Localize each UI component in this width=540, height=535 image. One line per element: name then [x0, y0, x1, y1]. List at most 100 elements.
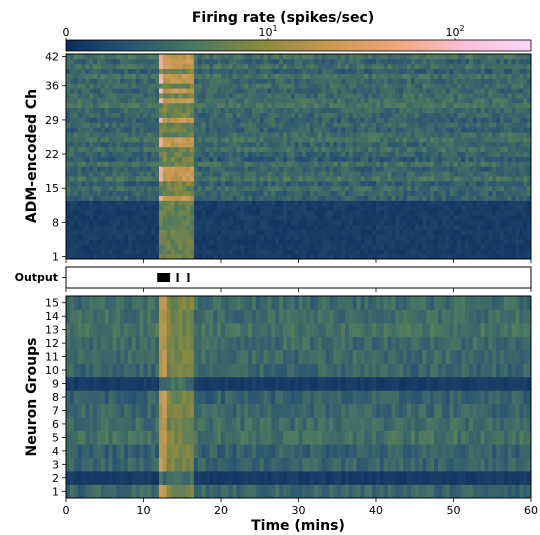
heatmap-cell [476, 97, 482, 104]
heatmap-cell [131, 151, 137, 157]
heatmap-cell [395, 141, 400, 148]
heatmap-cell [209, 219, 214, 226]
heatmap-cell [515, 73, 520, 79]
heatmap-cell [438, 254, 443, 260]
heatmap-cell [414, 63, 420, 70]
heatmap-cell [201, 205, 206, 211]
heatmap-cell [248, 97, 253, 104]
heatmap-cell [193, 224, 199, 231]
heatmap-cell [399, 166, 404, 172]
heatmap-cell [66, 205, 71, 211]
heatmap-cell [511, 146, 516, 153]
heatmap-cell [248, 107, 253, 113]
heatmap-cell [352, 83, 358, 89]
heatmap-cell [147, 249, 152, 255]
heatmap-cell [492, 171, 497, 177]
heatmap-cell [120, 219, 125, 226]
heatmap-cell [379, 122, 385, 128]
heatmap-cell [104, 141, 110, 148]
heatmap-cell [333, 117, 338, 123]
heatmap-cell [348, 224, 354, 231]
heatmap-cell [438, 93, 443, 99]
heatmap-cell [224, 200, 230, 206]
heatmap-cell [480, 180, 485, 187]
heatmap-cell [182, 195, 187, 201]
heatmap-cell [263, 190, 268, 196]
heatmap-cell [356, 171, 361, 177]
heatmap-cell [441, 254, 447, 260]
heatmap-cell [527, 146, 532, 153]
heatmap-cell [465, 239, 470, 245]
heatmap-cell [403, 219, 408, 226]
heatmap-cell [352, 68, 358, 74]
heatmap-cell [85, 58, 90, 65]
heatmap-cell [321, 151, 327, 157]
heatmap-cell [337, 234, 342, 240]
heatmap-cell [441, 195, 447, 201]
heatmap-cell [116, 190, 121, 196]
heatmap-cell [430, 171, 435, 177]
heatmap-cell [515, 97, 520, 104]
heatmap-cell [488, 78, 493, 84]
heatmap-cell [213, 146, 218, 153]
heatmap-cell [236, 161, 241, 167]
heatmap-cell [395, 185, 400, 192]
heatmap-cell [356, 176, 361, 182]
heatmap-cell [515, 239, 520, 245]
heatmap-cell [135, 210, 141, 216]
heatmap-cell [69, 97, 75, 104]
heatmap-cell [283, 97, 288, 104]
heatmap-cell [488, 141, 493, 148]
heatmap-cell [224, 234, 230, 240]
heatmap-cell [147, 176, 152, 182]
heatmap-cell [120, 190, 125, 196]
heatmap-cell [217, 185, 222, 192]
heatmap-cell [383, 176, 389, 182]
heatmap-cell [461, 107, 466, 113]
heatmap-cell [120, 254, 125, 260]
heatmap-cell [395, 132, 400, 138]
heatmap-cell [310, 78, 315, 84]
heatmap-cell [511, 117, 516, 123]
heatmap-cell [131, 97, 137, 104]
heatmap-cell [449, 219, 454, 226]
heatmap-cell [186, 141, 191, 148]
heatmap-cell [271, 73, 276, 79]
heatmap-cell [186, 127, 191, 133]
heatmap-cell [190, 73, 195, 79]
heatmap-cell [73, 117, 79, 123]
heatmap-cell [503, 122, 509, 128]
heatmap-cell [364, 210, 369, 216]
heatmap-cell [151, 146, 156, 153]
heatmap-cell [484, 244, 489, 250]
heatmap-cell [209, 239, 214, 245]
heatmap-cell [500, 195, 505, 201]
heatmap-cell [213, 83, 218, 89]
heatmap-cell [170, 58, 175, 65]
heatmap-cell [457, 244, 462, 250]
heatmap-cell [178, 78, 183, 84]
heatmap-cell [112, 219, 117, 226]
heatmap-cell [248, 136, 253, 143]
heatmap-cell [244, 97, 249, 104]
heatmap-cell [283, 83, 288, 89]
heatmap-cell [341, 63, 346, 70]
heatmap-cell [139, 58, 144, 65]
heatmap-cell [236, 132, 241, 138]
heatmap-cell [469, 219, 474, 226]
heatmap-cell [507, 97, 513, 104]
heatmap-cell [271, 117, 276, 123]
heatmap-cell [182, 171, 187, 177]
heatmap-cell [337, 249, 342, 255]
heatmap-cell [410, 78, 416, 84]
heatmap-cell [306, 219, 311, 226]
heatmap-cell [341, 234, 346, 240]
heatmap-cell [162, 83, 168, 89]
heatmap-cell [259, 176, 265, 182]
heatmap-cell [383, 88, 389, 94]
heatmap-cell [434, 249, 439, 255]
heatmap-cell [89, 122, 94, 128]
heatmap-cell [248, 83, 253, 89]
heatmap-cell [69, 190, 75, 196]
heatmap-cell [337, 58, 342, 65]
